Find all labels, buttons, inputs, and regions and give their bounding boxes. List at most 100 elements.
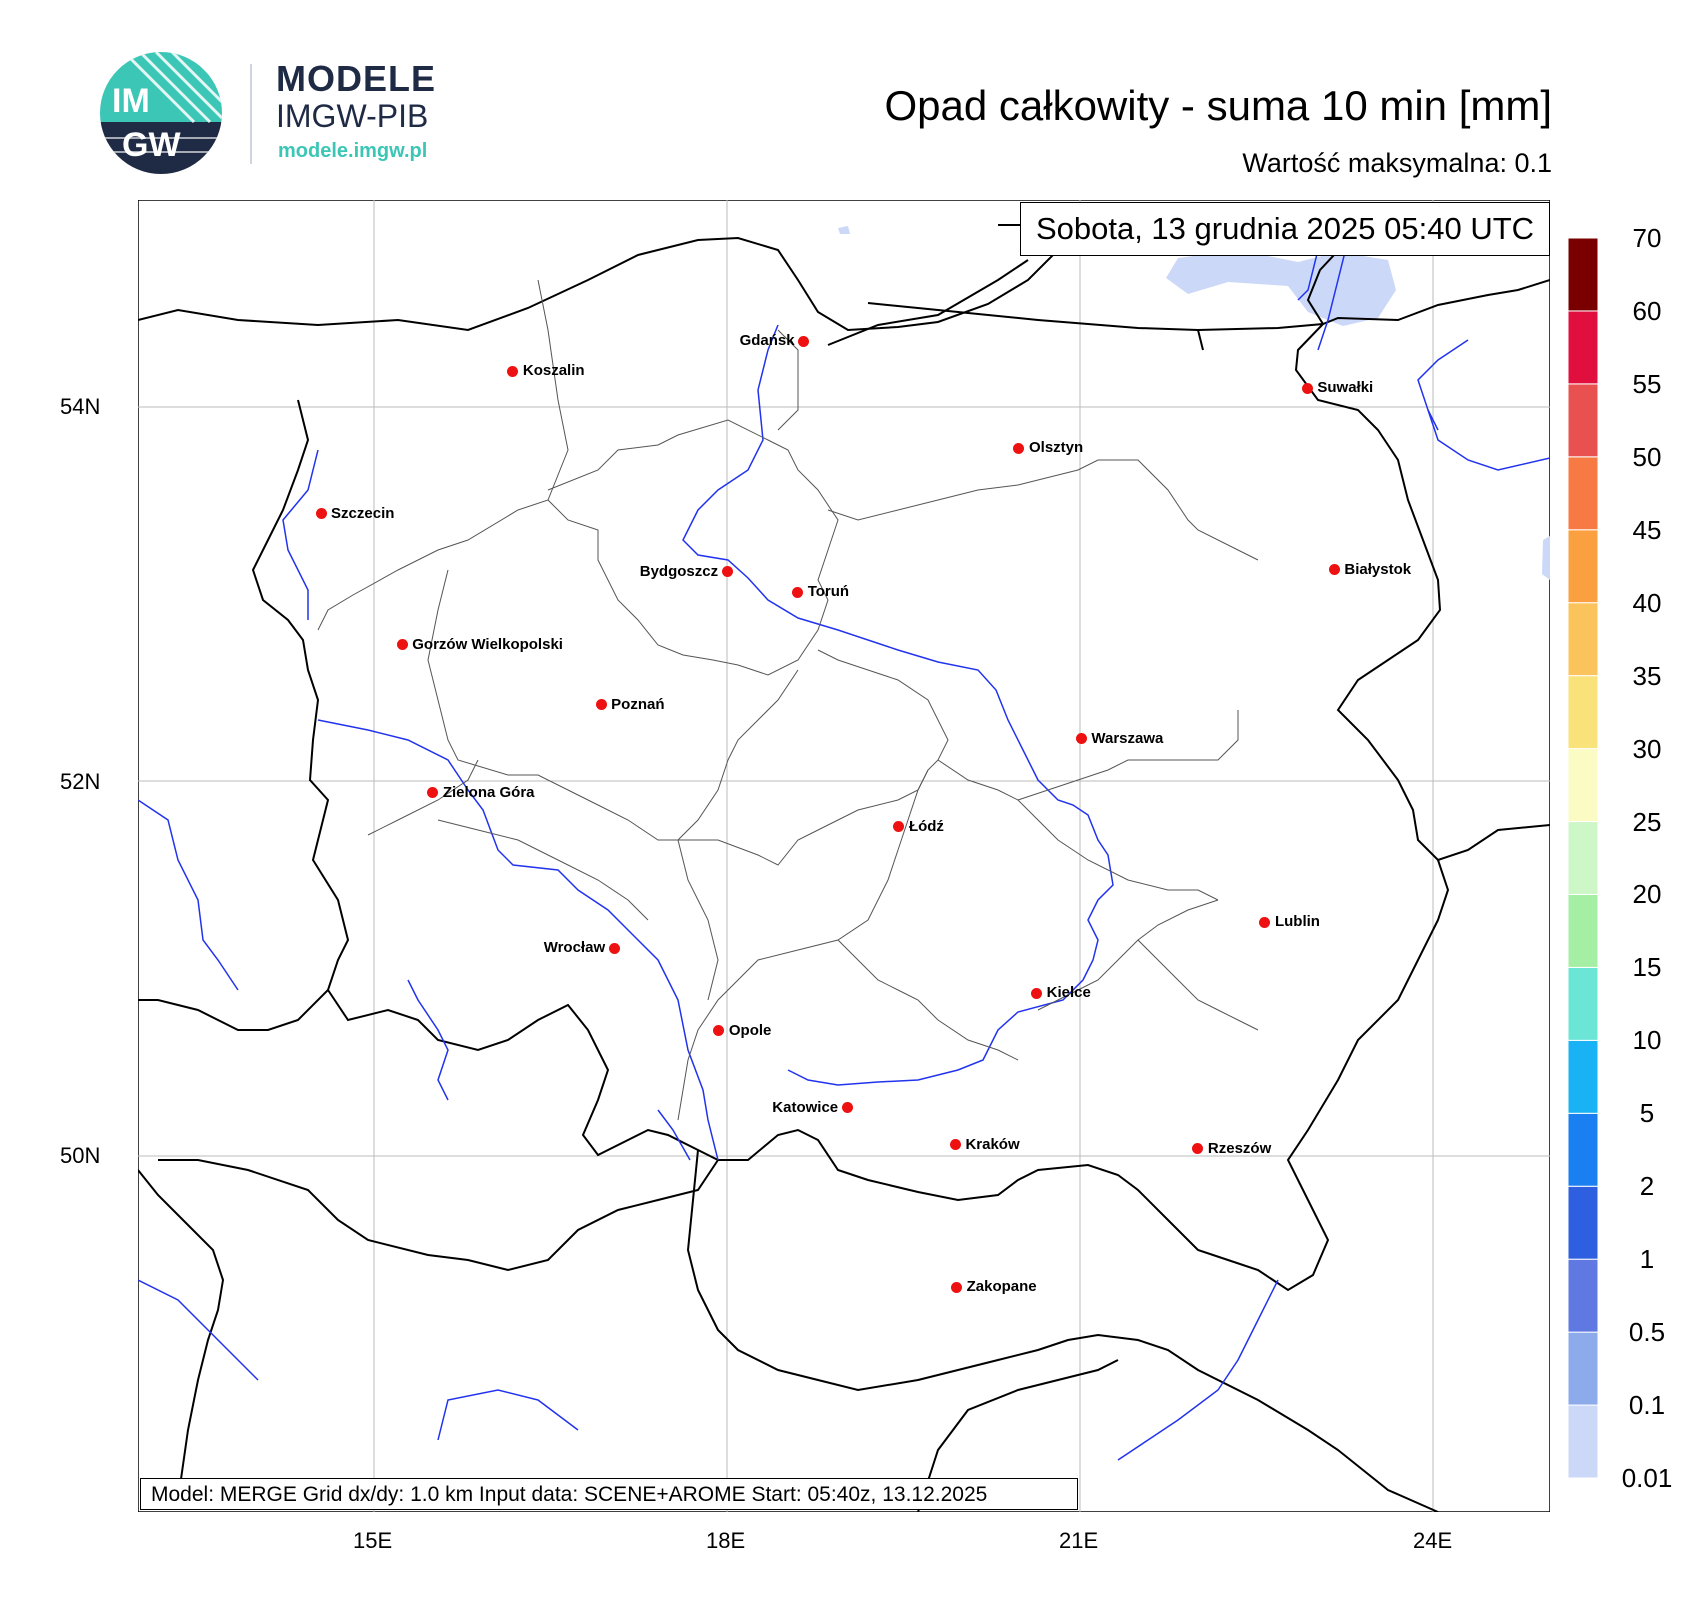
colorbar [1568, 238, 1598, 1478]
imgw-logo: IM GW MODELE IMGW-PIB modele.imgw.pl [100, 52, 460, 182]
city-label: Kraków [965, 1135, 1020, 1153]
logo-separator [250, 64, 252, 164]
lon-label-21e: 21E [1059, 1528, 1099, 1553]
colorbar-tick-label: 60 [1632, 295, 1662, 326]
city-marker [951, 1281, 963, 1293]
date-box: Sobota, 13 grudnia 2025 05:40 UTC [1020, 202, 1550, 256]
colorbar-segment [1568, 529, 1598, 604]
colorbar-tick-label: 25 [1632, 806, 1662, 837]
colorbar-segment [1568, 1039, 1598, 1114]
city-marker [1259, 916, 1271, 928]
city-label: Suwałki [1317, 379, 1374, 397]
city-label: Koszalin [522, 362, 585, 380]
colorbar-segment [1568, 675, 1598, 750]
colorbar-segment [1568, 1404, 1598, 1478]
city-marker [1013, 442, 1025, 454]
colorbar-tick-label: 0.5 [1628, 1317, 1666, 1348]
colorbar-segment [1568, 310, 1598, 385]
city-label: Zakopane [966, 1278, 1037, 1296]
colorbar-segment [1568, 1185, 1598, 1260]
lat-label-54n: 54N [60, 394, 101, 419]
logo-gw-text: GW [122, 126, 181, 164]
city-marker [1301, 382, 1313, 394]
colorbar-tick-label: 2 [1639, 1171, 1655, 1202]
colorbar-segment [1568, 1258, 1598, 1333]
map-title: Opad całkowity - suma 10 min [mm] [884, 82, 1552, 129]
city-marker [721, 566, 733, 578]
colorbar-segment [1568, 748, 1598, 823]
precipitation-map [138, 200, 1550, 1512]
city-marker [1192, 1143, 1204, 1155]
city-marker [798, 335, 810, 347]
city-label: Katowice [772, 1098, 839, 1116]
city-marker [1075, 733, 1087, 745]
colorbar-segment [1568, 893, 1598, 968]
city-marker [507, 365, 519, 377]
city-marker [893, 821, 905, 833]
city-label: Gdańsk [739, 332, 795, 350]
country-borders [138, 219, 1550, 1512]
city-marker [713, 1025, 725, 1037]
logo-line1: MODELE [276, 58, 437, 99]
city-marker [608, 942, 620, 954]
city-label: Szczecin [331, 504, 395, 522]
city-label: Łódź [908, 817, 944, 835]
model-info-box: Model: MERGE Grid dx/dy: 1.0 km Input da… [140, 1478, 1078, 1510]
colorbar-segment [1568, 383, 1598, 458]
lat-label-50n: 50N [60, 1143, 101, 1168]
city-marker [427, 787, 439, 799]
colorbar-tick-label: 45 [1632, 514, 1662, 545]
map-frame [138, 200, 1550, 1512]
city-label: Gorzów Wielkopolski [412, 635, 563, 653]
city-marker [1328, 564, 1340, 576]
lon-label-24e: 24E [1413, 1528, 1453, 1553]
city-marker [841, 1102, 853, 1113]
imgw-logo-emblem: IM GW [100, 52, 222, 174]
colorbar-tick-label: 10 [1632, 1025, 1662, 1056]
city-label: Warszawa [1091, 729, 1164, 747]
colorbar-tick-label: 40 [1632, 587, 1662, 618]
colorbar-tick-label: 5 [1639, 1098, 1655, 1129]
colorbar-tick-label: 20 [1632, 879, 1662, 910]
city-marker [792, 586, 804, 598]
city-label: Lublin [1274, 913, 1320, 931]
max-value-text: Wartość maksymalna: 0.1 [1242, 148, 1552, 178]
logo-line2: IMGW-PIB [276, 98, 429, 134]
colorbar-segment [1568, 1331, 1598, 1406]
colorbar-segment [1568, 1112, 1598, 1187]
colorbar-tick-label: 70 [1632, 223, 1662, 253]
voivodeship-borders [317, 279, 1259, 1121]
city-label: Toruń [807, 583, 850, 601]
colorbar-tick-label: 0.01 [1621, 1463, 1673, 1493]
lat-label-52n: 52N [60, 769, 101, 794]
lon-label-18e: 18E [706, 1528, 746, 1553]
colorbar-tick-label: 15 [1632, 952, 1662, 983]
colorbar-tick-label: 50 [1632, 441, 1662, 472]
logo-url[interactable]: modele.imgw.pl [278, 140, 428, 162]
city-marker [396, 639, 408, 651]
colorbar-segment [1568, 821, 1598, 895]
city-label: Olsztyn [1028, 439, 1084, 457]
precipitation-areas [838, 226, 1550, 580]
colorbar-tick-label: 0.1 [1628, 1390, 1666, 1421]
city-marker [595, 699, 607, 711]
lon-label-15e: 15E [353, 1528, 393, 1553]
rivers [138, 239, 1550, 1461]
city-label: Opole [728, 1021, 772, 1039]
colorbar-tick-label: 1 [1639, 1244, 1655, 1275]
city-label: Bydgoszcz [639, 562, 719, 580]
logo-im-text: IM [112, 82, 150, 120]
city-label: Kielce [1046, 984, 1091, 1002]
city-label: Zielona Góra [442, 783, 535, 801]
city-label: Rzeszów [1207, 1139, 1272, 1157]
city-marker [1031, 987, 1043, 999]
colorbar-tick-label: 30 [1632, 733, 1662, 764]
city-label: Białystok [1344, 560, 1412, 578]
colorbar-tick-label: 55 [1632, 368, 1662, 399]
colorbar-segment [1568, 602, 1598, 677]
city-label: Wrocław [543, 939, 606, 957]
city-marker [949, 1139, 961, 1151]
city-label: Poznań [611, 695, 665, 713]
colorbar-segment [1568, 456, 1598, 531]
city-marker [315, 508, 327, 520]
